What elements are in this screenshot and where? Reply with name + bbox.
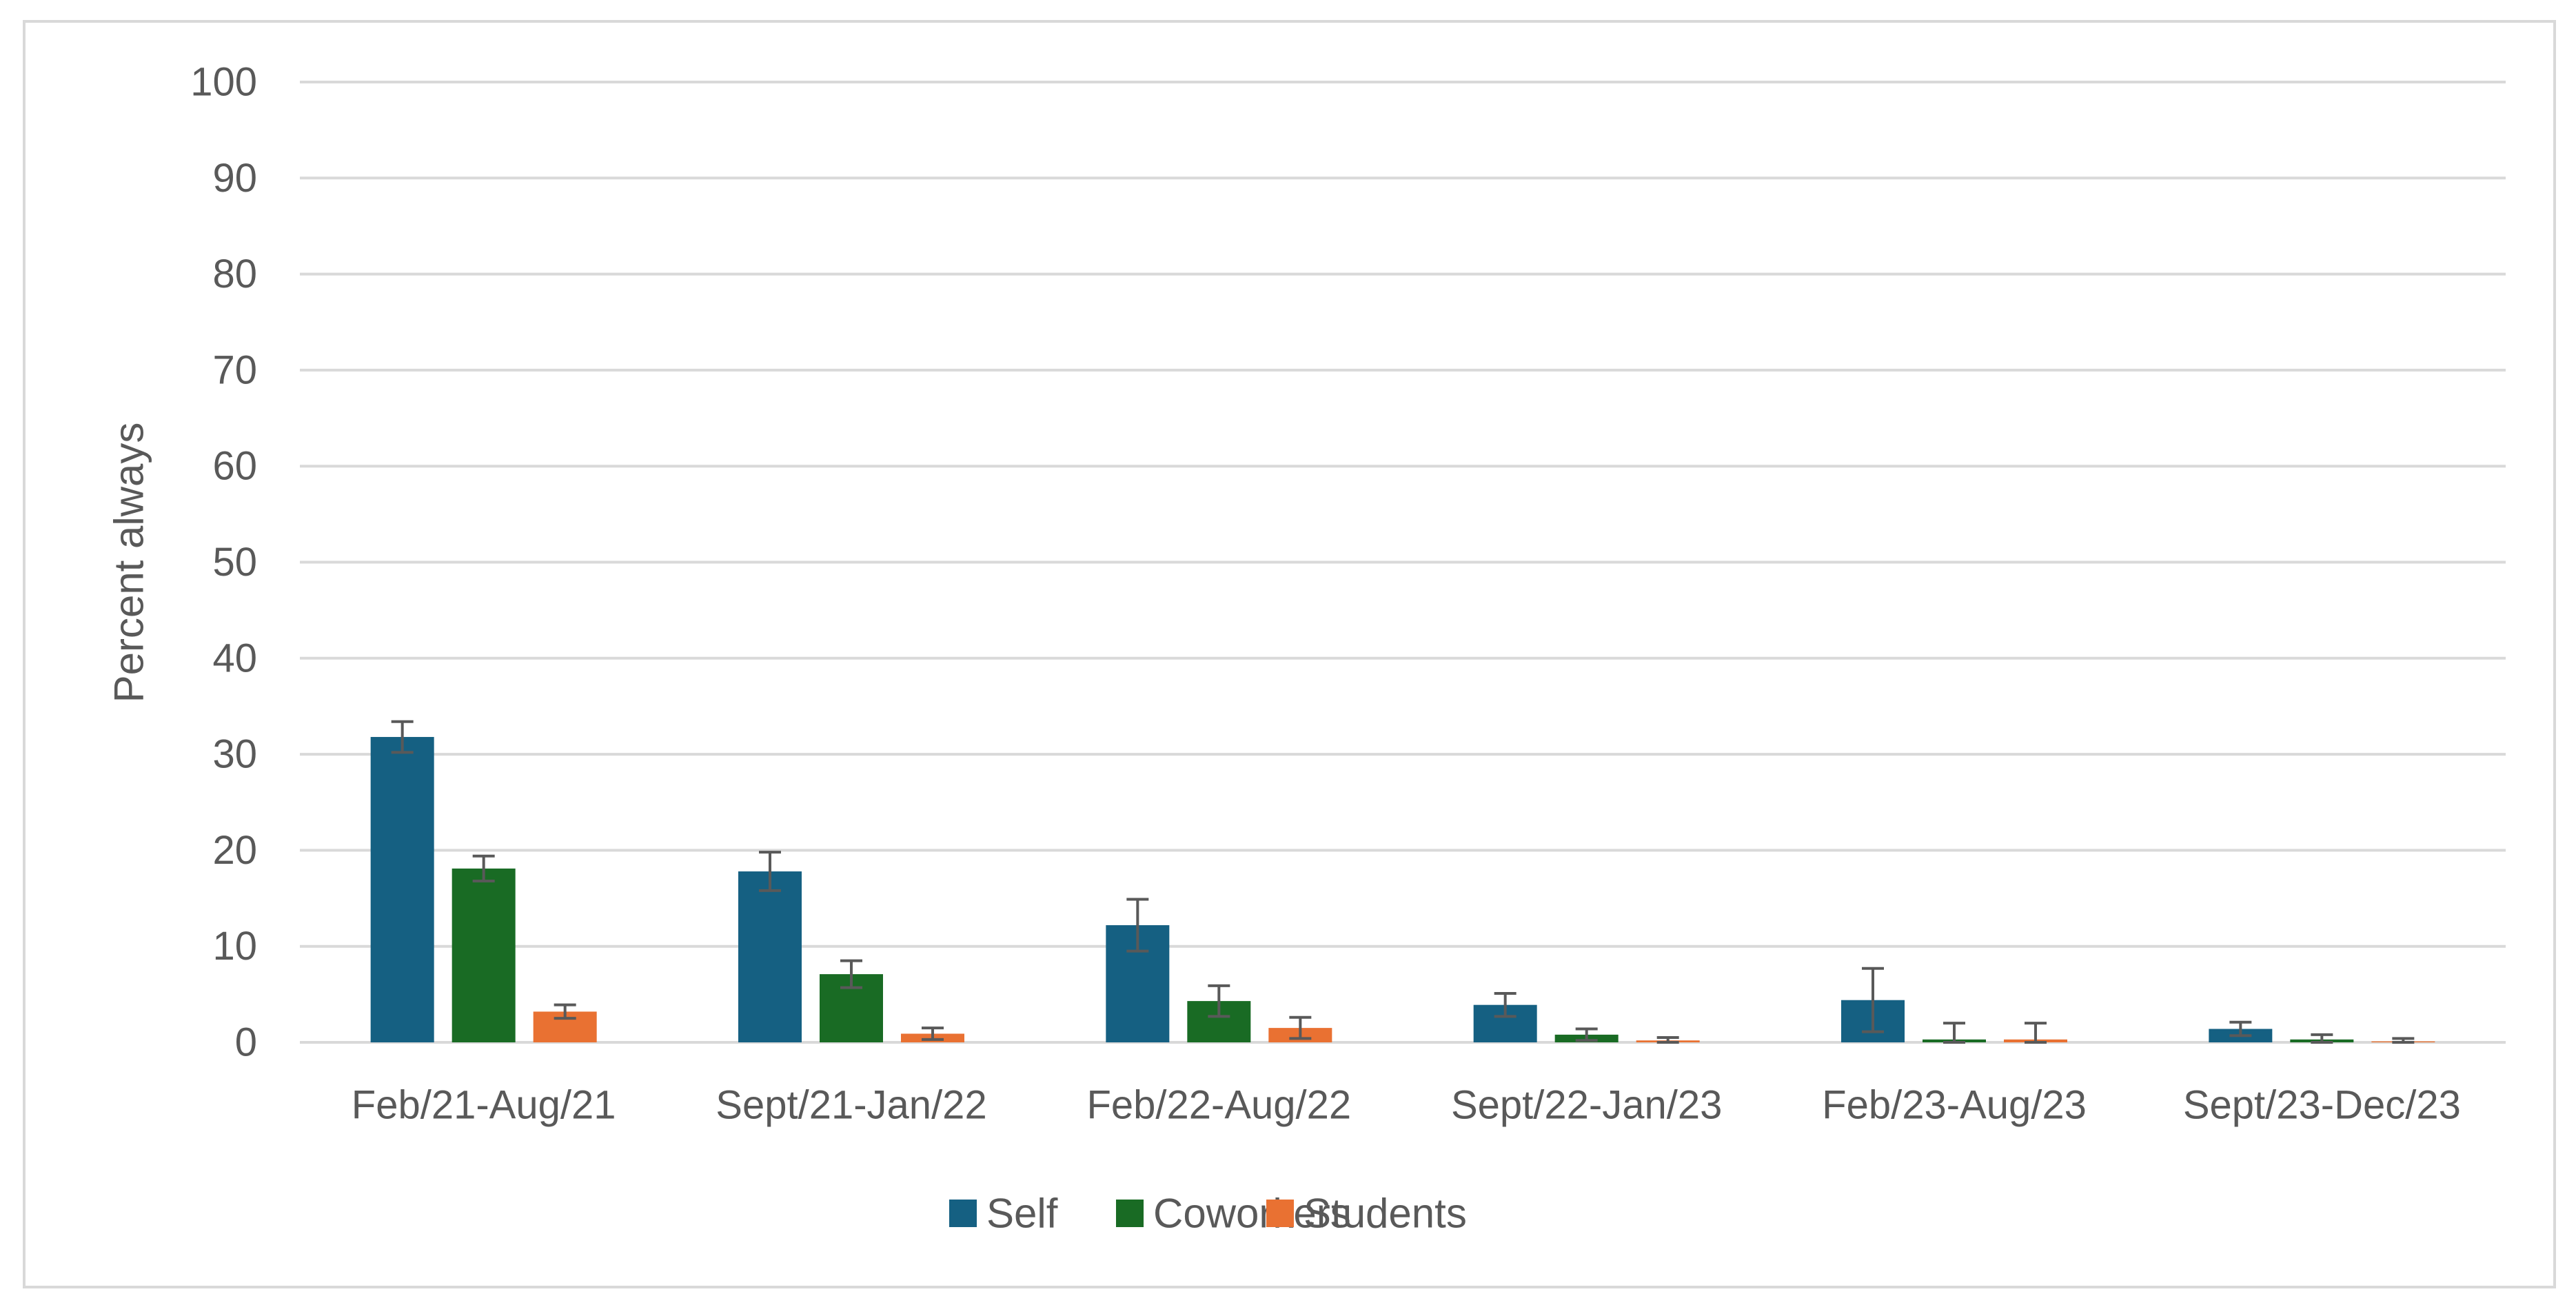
legend-label-self: Self [986,1191,1058,1237]
y-tick-label: 100 [190,60,257,105]
legend-swatch-coworkers [1116,1200,1144,1227]
legend-swatch-students [1266,1200,1294,1227]
x-axis-ticks: Feb/21-Aug/21 Sept/21-Jan/22 Feb/22-Aug/22… [352,1083,2461,1128]
y-tick-label: 80 [212,252,257,296]
x-tick-label: Feb/21-Aug/21 [352,1083,616,1128]
x-tick-label: Sept/23-Dec/23 [2183,1083,2461,1128]
y-tick-label: 30 [212,732,257,777]
y-tick-label: 90 [212,156,257,201]
bar-self-1 [738,871,802,1042]
error-bars [391,720,2415,1044]
y-tick-label: 60 [212,444,257,489]
x-tick-label: Sept/21-Jan/22 [716,1083,986,1128]
legend-label-students: Students [1304,1191,1467,1237]
chart-frame: 0 10 20 30 40 50 60 70 80 90 100 Feb/21-Aug/21 Sept… [23,20,2556,1288]
bar-self-0 [370,737,434,1042]
x-tick-label: Feb/23-Aug/23 [1822,1083,2087,1128]
x-tick-label: Sept/22-Jan/23 [1451,1083,1722,1128]
y-tick-label: 70 [212,347,257,392]
y-tick-label: 10 [212,924,257,969]
legend-swatch-self [949,1200,977,1227]
y-tick-label: 40 [212,636,257,680]
legend-label-coworkers: Coworkers [1153,1191,1351,1237]
bar-chart: 0 10 20 30 40 50 60 70 80 90 100 Feb/21-Aug/21 Sept… [106,60,2506,1237]
x-tick-label: Feb/22-Aug/22 [1086,1083,1351,1128]
bar-coworkers-0 [452,868,516,1042]
bars [370,737,2435,1042]
gridlines [300,81,2506,1044]
y-axis-ticks: 0 10 20 30 40 50 60 70 80 90 100 [190,60,257,1065]
y-tick-label: 50 [212,540,257,585]
y-tick-label: 20 [212,828,257,873]
y-tick-label: 0 [235,1020,257,1065]
y-axis-title: Percent always [106,423,152,703]
